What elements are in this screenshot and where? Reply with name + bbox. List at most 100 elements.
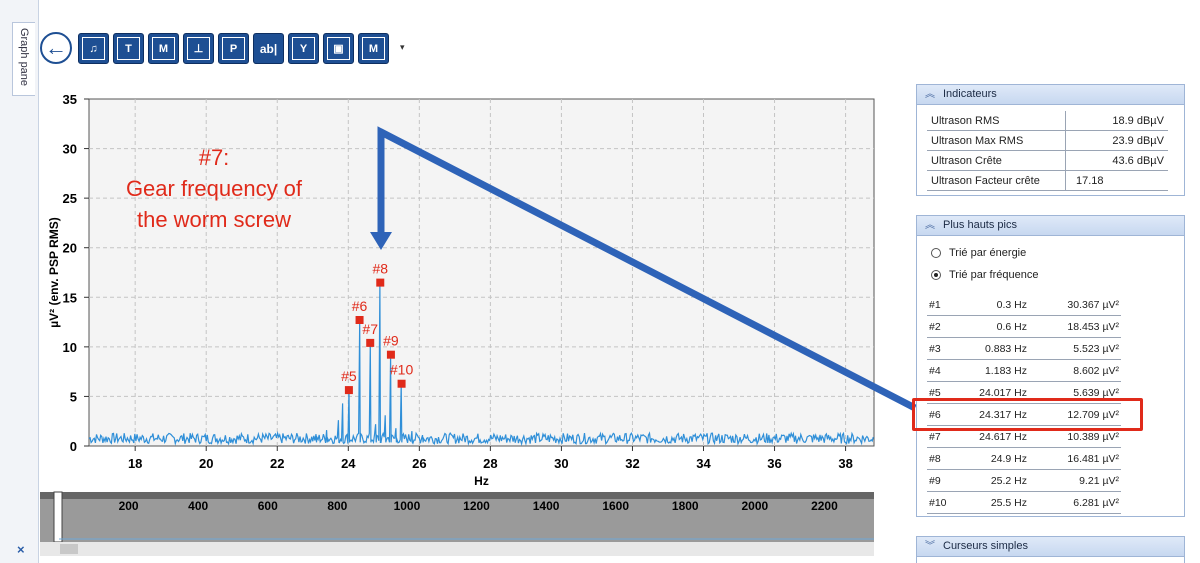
peak-marker[interactable] bbox=[366, 338, 375, 347]
indicator-label: Ultrason Facteur crête bbox=[927, 170, 1066, 191]
y-tick-label: 5 bbox=[70, 389, 77, 404]
overview-bar[interactable] bbox=[40, 492, 874, 542]
x-tick-label: 30 bbox=[554, 456, 568, 471]
table-row: Ultrason Crête 43.6 dBµV bbox=[927, 150, 1168, 171]
peak-frequency: 25.5 Hz bbox=[961, 491, 1029, 514]
peak-frequency: 0.3 Hz bbox=[961, 294, 1029, 316]
overview-ruler bbox=[40, 492, 874, 499]
peak-id: #3 bbox=[927, 337, 961, 360]
table-row[interactable]: #10 25.5 Hz 6.281 µV² bbox=[927, 491, 1121, 514]
table-row[interactable]: #7 24.617 Hz 10.389 µV² bbox=[927, 425, 1121, 448]
y-axis-label: µV² (env. PSP RMS) bbox=[47, 217, 61, 328]
peaks-header[interactable]: ︽ Plus hauts pics bbox=[917, 216, 1184, 236]
indicator-value: 18.9 dBµV bbox=[1065, 111, 1168, 131]
peaks-panel: ︽ Plus hauts pics Trié par énergie Trié p… bbox=[916, 215, 1185, 517]
peak-frequency: 24.317 Hz bbox=[961, 403, 1029, 426]
save-button[interactable]: ▣ bbox=[323, 33, 354, 64]
x-tick-label: 28 bbox=[483, 456, 497, 471]
indicator-label: Ultrason RMS bbox=[927, 111, 1066, 131]
x-tick-label: 36 bbox=[767, 456, 781, 471]
peak-frequency: 24.617 Hz bbox=[961, 425, 1029, 448]
scrollbar[interactable] bbox=[40, 542, 874, 556]
peak-button[interactable]: P bbox=[218, 33, 249, 64]
table-row[interactable]: #4 1.183 Hz 8.602 µV² bbox=[927, 359, 1121, 382]
overview-tick-label: 400 bbox=[188, 499, 208, 513]
overview-tick-label: 600 bbox=[258, 499, 278, 513]
text-icon: ab| bbox=[259, 41, 278, 56]
overview-tick-label: 1600 bbox=[602, 499, 629, 513]
scrollbar-thumb[interactable] bbox=[60, 544, 78, 554]
spectrum-chart[interactable]: 0 5 10 15 20 25 30 35 18 20 22 24 26 28 30 32 34 36 38 #5 #… bbox=[40, 88, 880, 558]
export-button[interactable]: ♫ bbox=[78, 33, 109, 64]
table-row: Ultrason Max RMS 23.9 dBµV bbox=[927, 130, 1168, 151]
y-axis-icon: Y bbox=[292, 37, 315, 60]
time-cursor-button[interactable]: T bbox=[113, 33, 144, 64]
x-tick-label: 22 bbox=[270, 456, 284, 471]
peak-frequency: 25.2 Hz bbox=[961, 469, 1029, 492]
sort-frequency-radio[interactable]: Trié par fréquence bbox=[931, 269, 1038, 281]
overview-tick-label: 2000 bbox=[741, 499, 768, 513]
peak-label: #9 bbox=[383, 333, 399, 349]
back-button[interactable]: ← bbox=[40, 32, 72, 64]
y-tick-label: 25 bbox=[63, 191, 77, 206]
peak-amplitude: 10.389 µV² bbox=[1029, 425, 1121, 448]
overview-tick-label: 800 bbox=[327, 499, 347, 513]
table-row: Ultrason Facteur crête 17.18 bbox=[927, 170, 1168, 191]
sort-frequency-label: Trié par fréquence bbox=[949, 269, 1039, 281]
toolbar-dropdown-icon[interactable]: ▾ bbox=[400, 42, 405, 52]
peak-marker[interactable] bbox=[386, 350, 395, 359]
radio-selected-icon bbox=[931, 270, 941, 280]
table-row[interactable]: #3 0.883 Hz 5.523 µV² bbox=[927, 337, 1121, 360]
peak-amplitude: 6.281 µV² bbox=[1029, 491, 1121, 514]
table-row[interactable]: #2 0.6 Hz 18.453 µV² bbox=[927, 315, 1121, 338]
delete-marker-button[interactable]: M bbox=[358, 33, 389, 64]
peak-id: #1 bbox=[927, 294, 961, 316]
sort-energy-radio[interactable]: Trié par énergie bbox=[931, 247, 1026, 259]
close-pane-icon[interactable]: × bbox=[17, 542, 25, 557]
cursors-header[interactable]: ︾ Curseurs simples bbox=[917, 537, 1184, 557]
peak-icon: P bbox=[222, 37, 245, 60]
peak-id: #8 bbox=[927, 447, 961, 470]
overview-tick-label: 1800 bbox=[672, 499, 699, 513]
peak-marker[interactable] bbox=[376, 278, 385, 287]
peak-marker[interactable] bbox=[355, 315, 364, 324]
table-row[interactable]: #1 0.3 Hz 30.367 µV² bbox=[927, 294, 1121, 316]
peak-frequency: 0.6 Hz bbox=[961, 315, 1029, 338]
peak-frequency: 1.183 Hz bbox=[961, 359, 1029, 382]
export-icon: ♫ bbox=[82, 37, 105, 60]
text-button[interactable]: ab| bbox=[253, 33, 284, 64]
table-row[interactable]: #6 24.317 Hz 12.709 µV² bbox=[927, 403, 1121, 426]
indicator-label: Ultrason Crête bbox=[927, 150, 1066, 171]
peak-marker[interactable] bbox=[344, 386, 353, 395]
peak-amplitude: 5.523 µV² bbox=[1029, 337, 1121, 360]
indicators-header[interactable]: ︽ Indicateurs bbox=[917, 85, 1184, 105]
expand-icon[interactable]: ︾ bbox=[925, 541, 935, 552]
peak-marker[interactable] bbox=[397, 379, 406, 388]
y-axis-button[interactable]: Y bbox=[288, 33, 319, 64]
table-row[interactable]: #9 25.2 Hz 9.21 µV² bbox=[927, 469, 1121, 492]
harmonic-button[interactable]: ⊥ bbox=[183, 33, 214, 64]
annotation-text: #7: Gear frequency of the worm screw bbox=[126, 145, 303, 232]
y-tick-label: 10 bbox=[63, 340, 77, 355]
save-icon: ▣ bbox=[327, 37, 350, 60]
indicators-table: Ultrason RMS 18.9 dBµV Ultrason Max RMS 23… bbox=[927, 111, 1168, 191]
peak-label: #6 bbox=[352, 298, 368, 314]
x-tick-label: 26 bbox=[412, 456, 426, 471]
marker-button[interactable]: M bbox=[148, 33, 179, 64]
peak-label: #7 bbox=[362, 321, 378, 337]
table-row: Ultrason RMS 18.9 dBµV bbox=[927, 111, 1168, 131]
collapse-icon[interactable]: ︽ bbox=[925, 89, 935, 100]
table-row[interactable]: #8 24.9 Hz 16.481 µV² bbox=[927, 447, 1121, 470]
spectrum-line bbox=[88, 282, 874, 447]
peak-amplitude: 18.453 µV² bbox=[1029, 315, 1121, 338]
highlight-box bbox=[912, 398, 1143, 431]
graph-pane-tab[interactable]: Graph pane bbox=[12, 22, 35, 96]
overview-tick-label: 2200 bbox=[811, 499, 838, 513]
peak-id: #6 bbox=[927, 403, 961, 426]
harmonic-icon: ⊥ bbox=[187, 37, 210, 60]
collapse-icon[interactable]: ︽ bbox=[925, 220, 935, 231]
peak-id: #7 bbox=[927, 425, 961, 448]
radio-icon bbox=[931, 248, 941, 258]
x-axis-label: Hz bbox=[474, 474, 489, 488]
